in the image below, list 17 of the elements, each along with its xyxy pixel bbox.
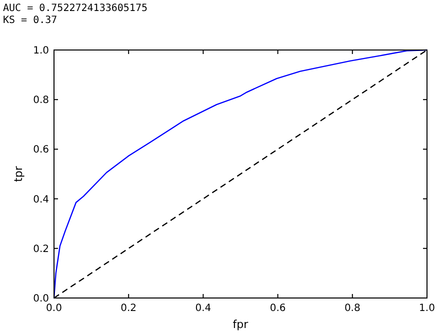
y-tick-label: 0.4 [33, 194, 49, 206]
x-axis-title: fpr [232, 318, 249, 331]
y-tick-label: 1.0 [33, 46, 49, 56]
x-tick-label: 0.6 [270, 303, 286, 314]
y-tick-label: 0.2 [33, 244, 49, 255]
x-tick-label: 0.8 [344, 303, 360, 314]
x-tick-label: 0.0 [46, 303, 62, 314]
y-axis-title: tpr [12, 166, 25, 182]
text: AUC = 0.7522724133605175 [3, 3, 148, 14]
text: KS = 0.37 [3, 15, 58, 26]
y-tick-label: 0.6 [33, 144, 49, 156]
line-series [53, 49, 428, 299]
y-tick-label: 0.8 [33, 95, 49, 106]
x-tick-label: 0.4 [195, 303, 212, 314]
x-tick-label: 0.2 [120, 303, 137, 314]
x-tick-label: 1.0 [419, 303, 435, 314]
y-tick-label: 0.0 [33, 294, 49, 304]
